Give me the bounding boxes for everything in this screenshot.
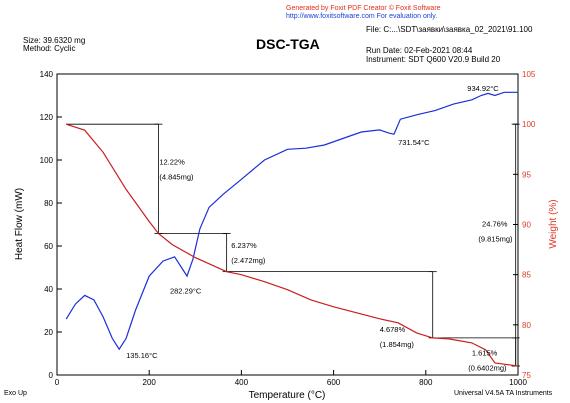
y-tick-label: 20 <box>44 328 53 337</box>
annotation-label: 6.237% <box>231 241 257 250</box>
y-tick-label: 40 <box>44 285 53 294</box>
y-tick-label: 140 <box>40 70 54 79</box>
annotation-label: (0.6402mg) <box>468 364 507 373</box>
annotation-label: 4.678% <box>380 325 406 334</box>
annotation-label: 934.92°C <box>467 84 499 93</box>
y-axis-label: Heat Flow (mW) <box>14 188 25 260</box>
sample-size: Size: 39.6320 mg <box>23 36 86 45</box>
annotation-label: 282.29°C <box>170 286 202 295</box>
y-tick-label: 0 <box>49 371 54 380</box>
plot-frame <box>56 73 519 376</box>
y-tick-label: 60 <box>44 242 53 251</box>
method-label: Method: Cyclic <box>23 44 76 53</box>
watermark-line-1: Generated by Foxit PDF Creator © Foxit S… <box>286 5 441 12</box>
x-tick-label: 800 <box>419 378 433 387</box>
weight-curve <box>66 123 519 367</box>
y2-tick-label: 85 <box>522 271 531 280</box>
y-tick-label: 120 <box>40 113 54 122</box>
x-axis-label: Temperature (°C) <box>249 390 326 401</box>
annotation-label: (1.854mg) <box>380 340 415 349</box>
annotation-label: (4.845mg) <box>159 172 194 181</box>
y2-tick-label: 95 <box>522 170 531 179</box>
instrument: Instrument: SDT Q600 V20.9 Build 20 <box>366 55 501 64</box>
y2-tick-label: 105 <box>522 70 536 79</box>
exo-up-label: Exo Up <box>4 390 27 397</box>
x-tick-label: 1000 <box>509 378 527 387</box>
annotation-label: (9.815mg) <box>478 235 513 244</box>
y2-axis-label: Weight (%) <box>548 199 559 248</box>
x-tick-label: 0 <box>55 378 60 387</box>
annotation-label: 731.54°C <box>398 138 430 147</box>
chart-title: DSC-TGA <box>256 36 320 52</box>
file-path: File: C:...\SDT\заявки\заявка_02_2021\91… <box>366 25 533 34</box>
x-tick-label: 200 <box>143 378 157 387</box>
heat-flow-curve <box>65 91 518 351</box>
y2-tick-label: 90 <box>522 221 531 230</box>
annotation-label: 12.22% <box>159 157 185 166</box>
annotation-label: (2.472mg) <box>231 256 266 265</box>
run-date: Run Date: 02-Feb-2021 08:44 <box>366 46 473 55</box>
annotation-label: 135.16°C <box>126 351 158 360</box>
x-tick-label: 600 <box>327 378 341 387</box>
y2-tick-label: 100 <box>522 120 536 129</box>
watermark-line-2: http://www.foxitsoftware.com For evaluat… <box>286 13 438 20</box>
software-label: Universal V4.5A TA Instruments <box>454 390 553 397</box>
y2-tick-label: 80 <box>522 321 531 330</box>
annotation-label: 1.615% <box>472 349 498 358</box>
y-tick-label: 100 <box>40 156 54 165</box>
annotation-label: 24.76% <box>482 220 508 229</box>
y2-tick-label: 75 <box>522 371 531 380</box>
y-tick-label: 80 <box>44 199 53 208</box>
x-tick-label: 400 <box>235 378 249 387</box>
